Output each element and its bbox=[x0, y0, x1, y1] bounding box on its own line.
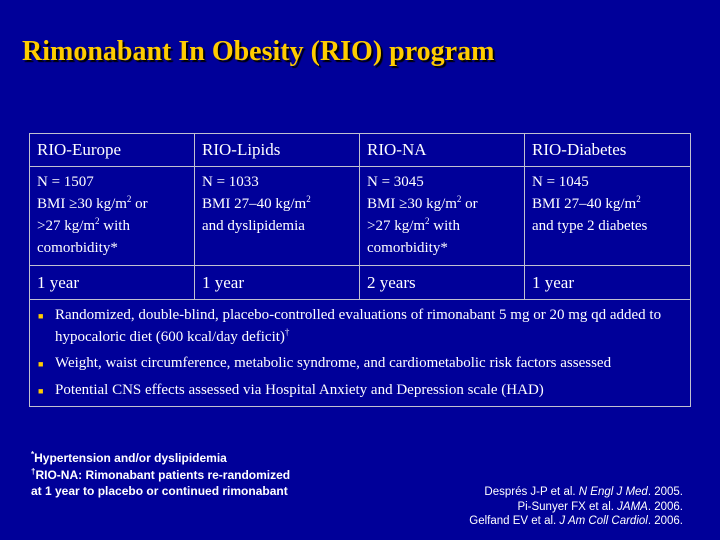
criteria-line: BMI 27–40 kg/m2 bbox=[532, 194, 641, 213]
criteria-line: comorbidity* bbox=[37, 240, 118, 256]
header-cell: RIO-Diabetes bbox=[532, 140, 627, 159]
n-value: N = 3045 bbox=[367, 174, 424, 190]
square-bullet-icon: ■ bbox=[38, 359, 44, 369]
square-bullet-icon: ■ bbox=[38, 386, 44, 396]
footnote-2: †RIO-NA: Rimonabant patients re-randomiz… bbox=[31, 466, 291, 482]
duration-cell: 2 years bbox=[360, 266, 525, 299]
criteria-line: >27 kg/m2 with bbox=[367, 216, 460, 235]
n-value: N = 1507 bbox=[37, 174, 94, 190]
bullet-list: ■ Randomized, double-blind, placebo-cont… bbox=[30, 300, 690, 406]
header-cell: RIO-Europe bbox=[30, 134, 195, 166]
header-cell: RIO-Lipids bbox=[195, 134, 360, 166]
table-header-row: RIO-Europe RIO-Lipids RIO-NA RIO-Diabete… bbox=[30, 134, 690, 167]
criteria-cell: N = 3045 BMI ≥30 kg/m2 or >27 kg/m2 with… bbox=[360, 167, 525, 265]
rio-trials-table: RIO-Europe RIO-Lipids RIO-NA RIO-Diabete… bbox=[29, 133, 691, 407]
slide-title: Rimonabant In Obesity (RIO) program bbox=[22, 36, 495, 67]
n-value: N = 1033 bbox=[202, 174, 259, 190]
square-bullet-icon: ■ bbox=[38, 311, 44, 321]
criteria-line: >27 kg/m2 with bbox=[37, 216, 130, 235]
criteria-cell: N = 1045 BMI 27–40 kg/m2 and type 2 diab… bbox=[525, 167, 690, 265]
list-item: ■ Weight, waist circumference, metabolic… bbox=[38, 352, 682, 375]
references: Després J-P et al. N Engl J Med. 2005. P… bbox=[469, 485, 683, 529]
criteria-cell: N = 1507 BMI ≥30 kg/m2 or >27 kg/m2 with… bbox=[30, 167, 195, 265]
footnote-2-cont: at 1 year to placebo or continued rimona… bbox=[31, 484, 288, 498]
reference: Gelfand EV et al. J Am Coll Cardiol. 200… bbox=[469, 515, 683, 527]
footnote-1: *Hypertension and/or dyslipidemia bbox=[31, 450, 227, 466]
criteria-line: and type 2 diabetes bbox=[532, 218, 648, 234]
duration-cell: 1 year bbox=[30, 266, 195, 299]
duration-cell: 1 year bbox=[195, 266, 360, 299]
reference: Pi-Sunyer FX et al. JAMA. 2006. bbox=[517, 500, 683, 513]
criteria-line: BMI 27–40 kg/m2 bbox=[202, 194, 311, 213]
table-bullets-row: ■ Randomized, double-blind, placebo-cont… bbox=[30, 300, 690, 406]
footnotes: *Hypertension and/or dyslipidemia †RIO-N… bbox=[31, 450, 290, 500]
duration-cell: 1 year bbox=[532, 273, 575, 292]
criteria-line: BMI ≥30 kg/m2 or bbox=[37, 194, 148, 213]
list-item: ■ Randomized, double-blind, placebo-cont… bbox=[38, 304, 682, 348]
table-duration-row: 1 year 1 year 2 years 1 year bbox=[30, 266, 690, 300]
criteria-cell: N = 1033 BMI 27–40 kg/m2 and dyslipidemi… bbox=[195, 167, 360, 265]
criteria-line: BMI ≥30 kg/m2 or bbox=[367, 194, 478, 213]
list-item: ■ Potential CNS effects assessed via Hos… bbox=[38, 379, 682, 402]
criteria-line: and dyslipidemia bbox=[202, 218, 305, 234]
reference: Després J-P et al. N Engl J Med. 2005. bbox=[484, 486, 683, 498]
table-criteria-row: N = 1507 BMI ≥30 kg/m2 or >27 kg/m2 with… bbox=[30, 167, 690, 266]
n-value: N = 1045 bbox=[532, 174, 589, 190]
criteria-line: comorbidity* bbox=[367, 240, 448, 256]
header-cell: RIO-NA bbox=[360, 134, 525, 166]
